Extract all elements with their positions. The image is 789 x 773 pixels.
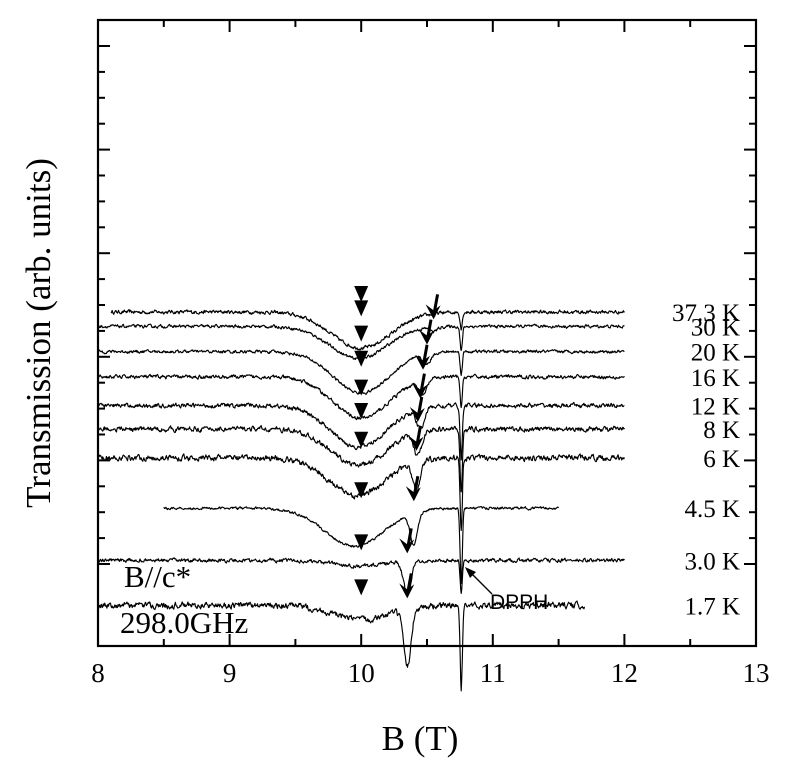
arrow-marker-head bbox=[415, 354, 431, 370]
arrow-marker-head bbox=[425, 304, 441, 320]
dpph-arrow-head bbox=[465, 567, 476, 578]
triangle-marker bbox=[354, 379, 369, 396]
triangle-marker bbox=[354, 325, 369, 342]
x-tick-label: 11 bbox=[480, 658, 506, 688]
x-tick-label: 8 bbox=[91, 658, 105, 688]
x-axis-title: B (T) bbox=[382, 719, 459, 758]
temperature-label: 30 K bbox=[691, 314, 740, 341]
temperature-label: 1.7 K bbox=[684, 593, 740, 620]
triangle-marker bbox=[354, 300, 369, 317]
plot-frame bbox=[96, 18, 758, 648]
temperature-label: 37.3 K bbox=[672, 300, 740, 327]
triangle-marker bbox=[354, 286, 369, 302]
x-tick-label: 13 bbox=[743, 658, 770, 688]
temperature-label: 6 K bbox=[703, 446, 740, 473]
triangle-marker bbox=[354, 350, 369, 367]
x-tick-label: 9 bbox=[223, 658, 237, 688]
arrow-marker-head bbox=[408, 435, 424, 451]
triangle-marker bbox=[354, 431, 369, 448]
temperature-label: 16 K bbox=[691, 365, 740, 392]
arrow-marker-head bbox=[405, 486, 421, 502]
arrow-marker-head bbox=[399, 538, 415, 554]
spectrum-trace bbox=[97, 557, 625, 597]
temperature-label: 3.0 K bbox=[684, 548, 740, 575]
spectrum-trace bbox=[110, 309, 625, 351]
arrow-marker-head bbox=[399, 583, 415, 599]
spectrum-trace bbox=[97, 600, 586, 692]
arrow-marker-head bbox=[419, 329, 434, 345]
x-tick-labels: 8 9 10 11 12 13 bbox=[91, 658, 769, 688]
spectrum-trace bbox=[97, 425, 625, 493]
triangle-marker bbox=[354, 403, 369, 419]
temperature-labels: 37.3 K30 K20 K16 K12 K8 K6 K 4.5 K 3.0 K 1.… bbox=[672, 300, 740, 620]
temperature-label: 12 K bbox=[691, 394, 740, 421]
arrow-marker-head bbox=[412, 383, 428, 399]
triangle-marker bbox=[354, 534, 369, 551]
resonance-markers bbox=[354, 286, 441, 599]
arrow-marker-head bbox=[409, 407, 425, 422]
temperature-label: 20 K bbox=[691, 340, 740, 367]
temperature-label: 8 K bbox=[703, 417, 740, 444]
temperature-label: 4.5 K bbox=[684, 496, 740, 523]
dpph-callout: DPPH bbox=[465, 567, 548, 614]
orientation-label: B//c* bbox=[124, 559, 191, 594]
dpph-label: DPPH bbox=[490, 591, 548, 614]
x-tick-label: 12 bbox=[611, 658, 638, 688]
frequency-label: 298.0GHz bbox=[120, 605, 248, 640]
axis-ticks bbox=[97, 20, 757, 646]
y-axis-title: Transmission (arb. units) bbox=[19, 158, 58, 508]
triangle-marker bbox=[354, 482, 369, 499]
x-tick-label: 10 bbox=[348, 658, 375, 688]
triangle-marker bbox=[354, 579, 369, 596]
